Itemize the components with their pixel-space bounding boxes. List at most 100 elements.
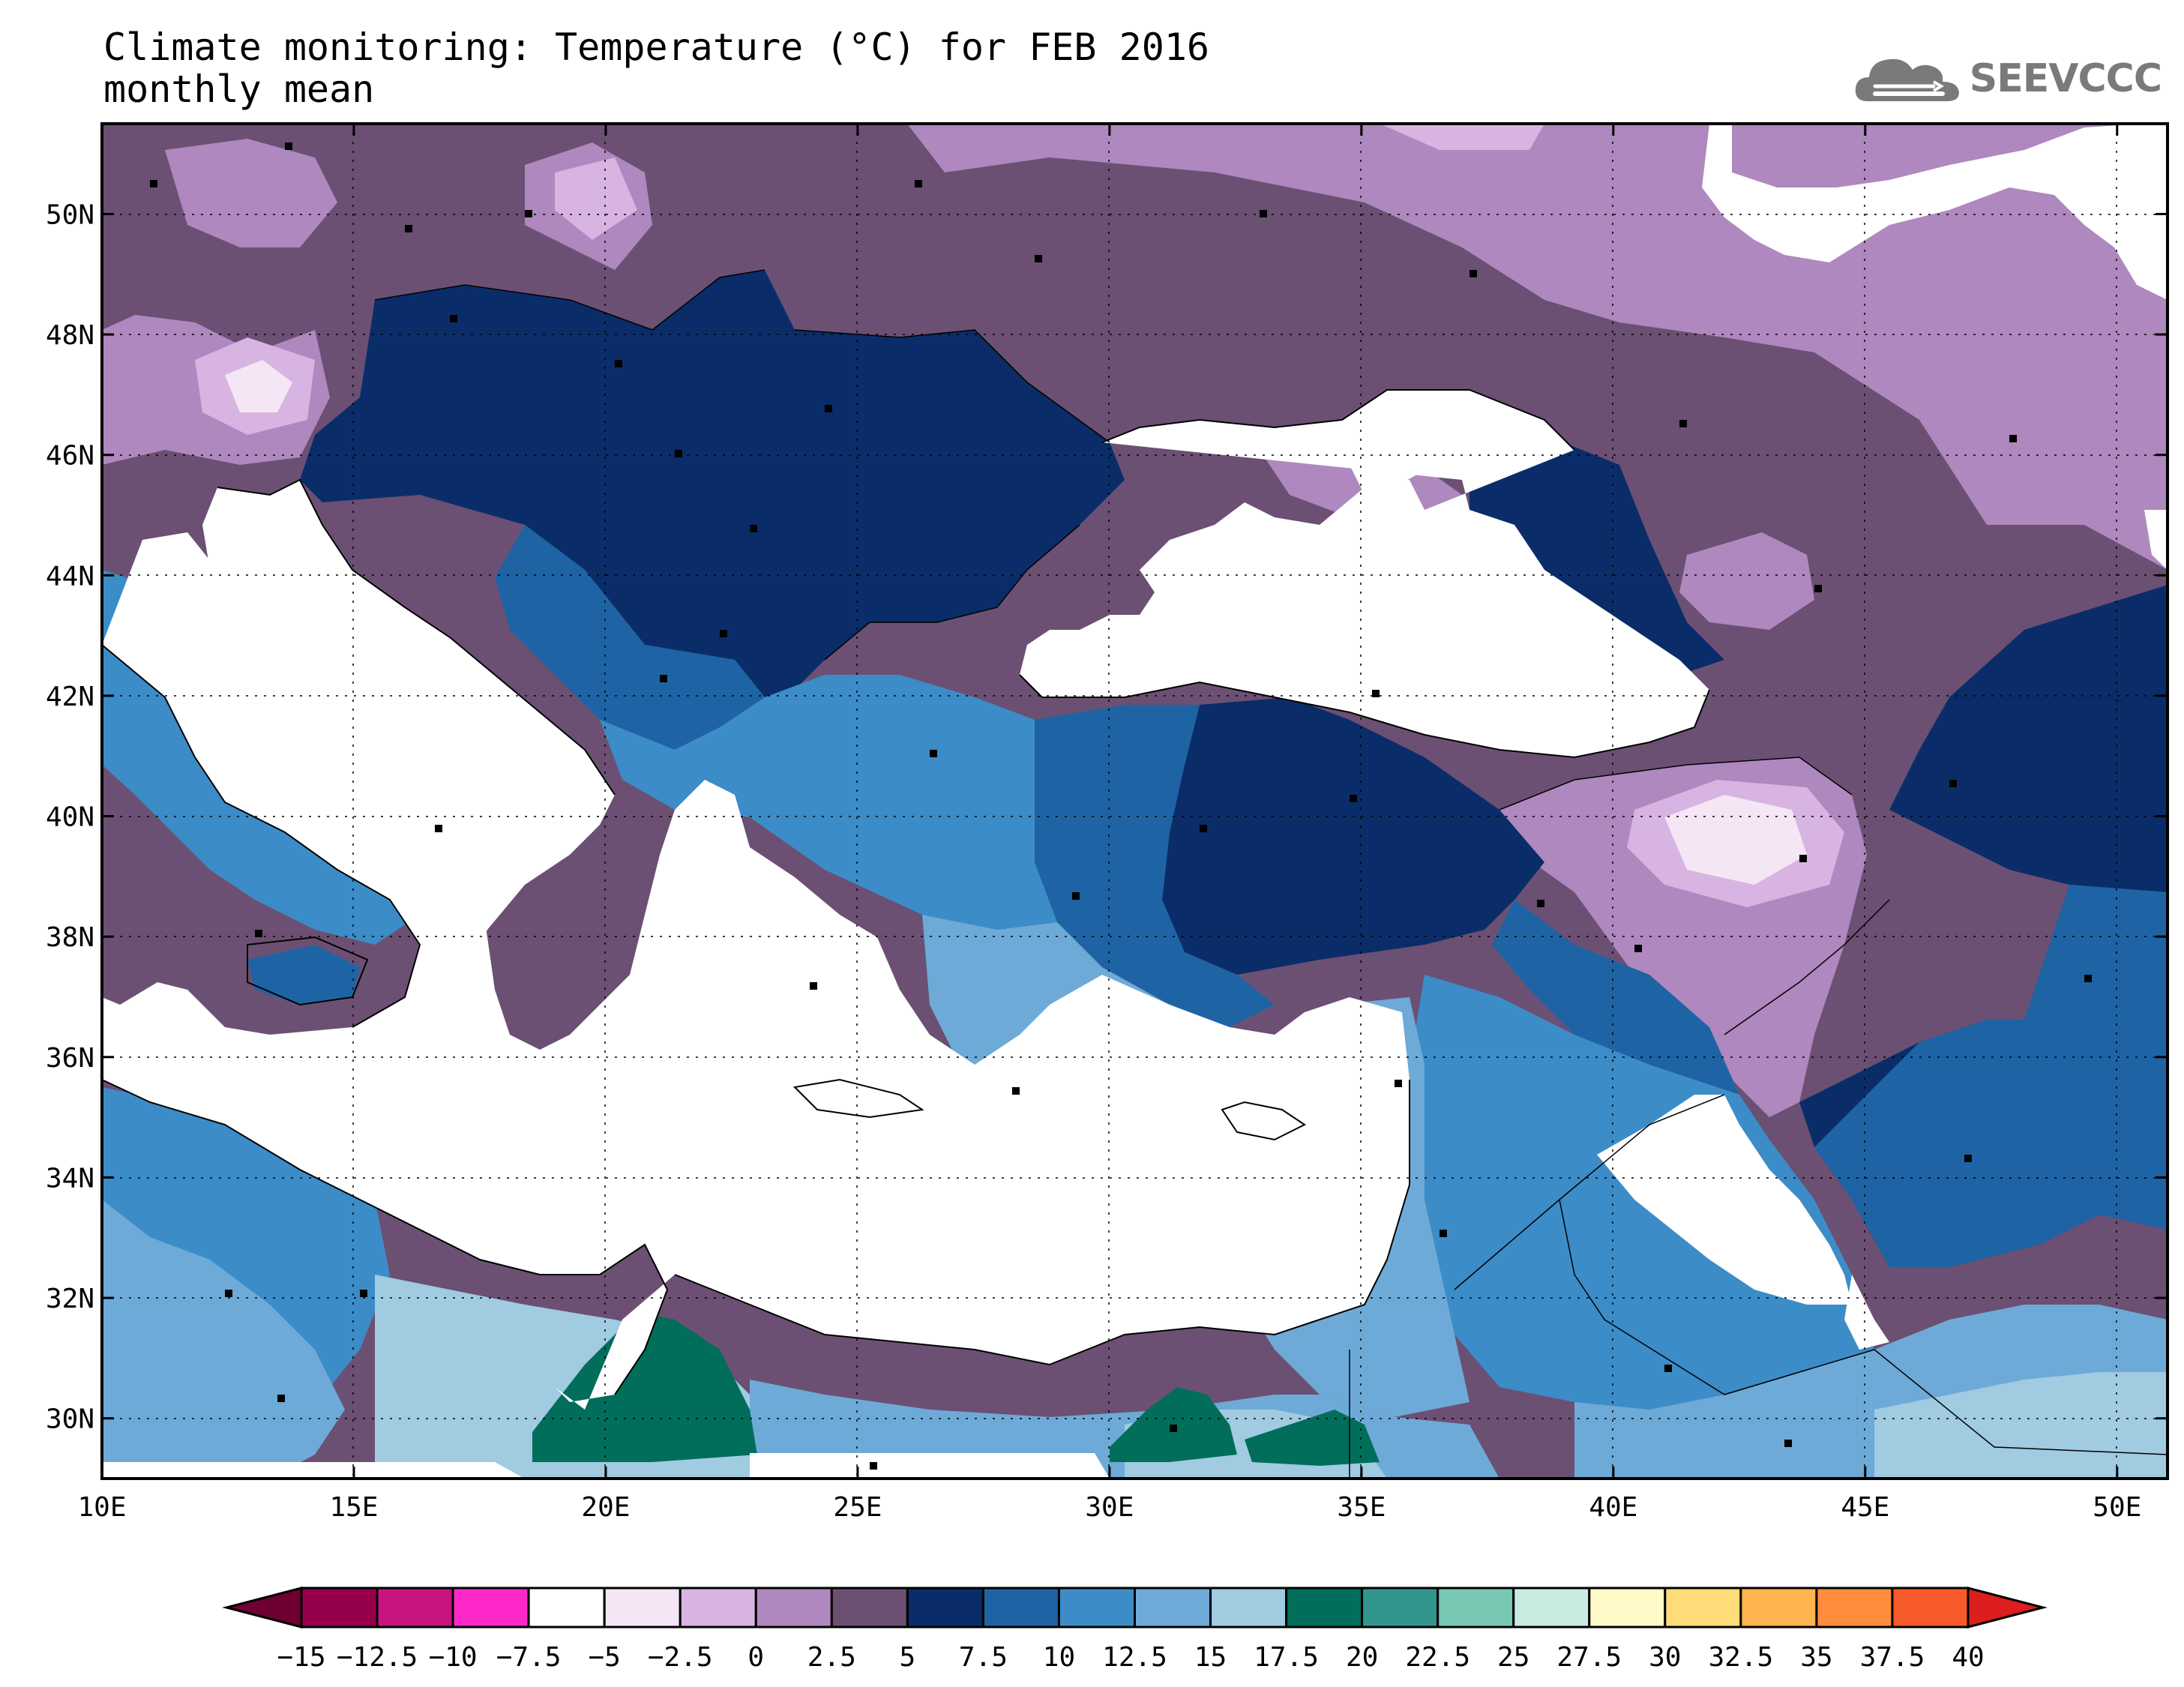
field-neg5-neg2.5-a (1664, 795, 1807, 885)
lat-tick-label: 30N (46, 1404, 94, 1435)
lon-tick-label: 10E (77, 1492, 126, 1523)
field-12.5-15-libya (102, 1200, 345, 1479)
lat-tick-label: 34N (46, 1163, 94, 1194)
lon-tick-label: 20E (581, 1492, 630, 1523)
lat-tick-label: 32N (46, 1284, 94, 1314)
field-7.5-10-anatolia (1035, 705, 1275, 1027)
colorbar-label: 10 (1043, 1642, 1075, 1673)
colorbar-label: −7.5 (496, 1642, 562, 1673)
colorbar-label: 35 (1800, 1642, 1832, 1673)
chart-subtitle: monthly mean (103, 67, 375, 111)
colorbar-label: 15 (1194, 1642, 1227, 1673)
colorbar-swatch (376, 1587, 454, 1629)
colorbar-swatch (754, 1587, 833, 1629)
lon-tick-label: 40E (1589, 1492, 1637, 1523)
lon-tick-label: 30E (1085, 1492, 1134, 1523)
seevccc-logo: SEEVCCC (1853, 45, 2162, 112)
colorbar-label: −10 (429, 1642, 478, 1673)
map-frame (100, 122, 2169, 1480)
colorbar-swatch (679, 1587, 757, 1629)
field-0-2.5-czech (165, 139, 337, 247)
colorbar-swatch (830, 1587, 909, 1629)
cloud-icon (1855, 58, 1959, 101)
colorbar-label: 20 (1346, 1642, 1378, 1673)
colorbar-label: −2.5 (648, 1642, 713, 1673)
field-0-2.5-turkey-east (1679, 532, 1814, 630)
lon-tick-label: 25E (833, 1492, 882, 1523)
no-data-syria (1597, 1095, 1852, 1305)
field-neg5-neg2.5-b (225, 360, 292, 412)
colorbar-label: 30 (1649, 1642, 1681, 1673)
field-7.5-10-east (1492, 900, 1739, 1095)
colorbar-swatch (300, 1587, 379, 1629)
no-data-caspian (2144, 510, 2168, 570)
field-5-7.5-turkey (1162, 697, 1544, 975)
colorbar-label: 25 (1497, 1642, 1529, 1673)
colorbar-swatch (1361, 1587, 1440, 1629)
lon-tick-label: 35E (1337, 1492, 1386, 1523)
colorbar-swatch (1588, 1587, 1667, 1629)
colorbar-swatch (1209, 1587, 1288, 1629)
field-10-12.5-greece (600, 675, 1057, 930)
latitude-ticks: 30N 32N 34N 36N 38N 40N 42N 44N 46N 48N 50N (46, 199, 2168, 1435)
colorbar-label: −15 (277, 1642, 325, 1673)
colorbar-under-triangle (222, 1587, 303, 1629)
lon-tick-label: 45E (1841, 1492, 1889, 1523)
crimea-white (1350, 405, 1469, 495)
lon-tick-label: 15E (329, 1492, 378, 1523)
colorbar-label: 5 (900, 1642, 916, 1673)
colorbar-label: 37.5 (1860, 1642, 1925, 1673)
lat-tick-label: 48N (46, 320, 94, 351)
field-neg2.5-0-c (555, 157, 637, 240)
colorbar-label: 7.5 (959, 1642, 1008, 1673)
field-17.5-20-sinai (1245, 1410, 1380, 1466)
colorbar-label: 22.5 (1405, 1642, 1470, 1673)
adriatic-tyrrhenian-sea (202, 480, 615, 975)
colorbar-label: 12.5 (1102, 1642, 1167, 1673)
no-data-ne (1702, 124, 2168, 300)
graticule (102, 124, 2168, 1479)
colorbar-over-triangle (1967, 1587, 2048, 1629)
colorbar-swatch (1437, 1587, 1515, 1629)
coastlines (102, 389, 1710, 1395)
field-neg2.5-0-e (1380, 124, 1544, 150)
longitude-ticks: 10E 15E 20E 25E 30E 35E 40E 45E 50E (77, 124, 2141, 1523)
colorbar-swatch (1134, 1587, 1212, 1629)
colorbar-label: −5 (589, 1642, 621, 1673)
colorbar-label: −12.5 (337, 1642, 418, 1673)
field-17.5-20-libya (532, 1312, 757, 1462)
no-data-iraq (1844, 1275, 1889, 1350)
colorbar-swatch (1739, 1587, 1818, 1629)
lat-tick-label: 38N (46, 922, 94, 953)
field-5-7.5-caspian (1889, 585, 2168, 892)
field-7.5-10-sicily (247, 945, 360, 1005)
colorbar-swatch (1512, 1587, 1591, 1629)
lon-tick-label: 50E (2093, 1492, 2141, 1523)
colorbar-swatch (1891, 1587, 1970, 1629)
lat-tick-label: 50N (46, 199, 94, 230)
colorbar-swatch (451, 1587, 530, 1629)
colorbar-swatch (1664, 1587, 1742, 1629)
colorbar-swatch (1815, 1587, 1894, 1629)
field-5-7.5-black-sea-east (1469, 435, 1724, 675)
colorbar-label: 17.5 (1254, 1642, 1319, 1673)
colorbar-swatch (1057, 1587, 1137, 1629)
station-markers (150, 142, 2092, 1470)
lat-tick-label: 40N (46, 802, 94, 833)
colorbar-swatch (527, 1587, 606, 1629)
field-7.5-10-balkans (495, 525, 765, 750)
lat-tick-label: 44N (46, 561, 94, 592)
colorbar: −15 −12.5 −10 −7.5 −5 −2.5 0 2.5 5 7.5 10 12.5 15 17.… (222, 1587, 2048, 1673)
field-5-7.5-balkans (300, 270, 1125, 697)
colorbar-swatch (981, 1587, 1060, 1629)
colorbar-label: 40 (1952, 1642, 1984, 1673)
colorbar-swatch (1285, 1587, 1364, 1629)
lat-tick-label: 36N (46, 1043, 94, 1074)
colorbar-label: 32.5 (1709, 1642, 1774, 1673)
colorbar-swatch (906, 1587, 984, 1629)
country-borders (374, 269, 2168, 1479)
colorbar-label: 2.5 (807, 1642, 856, 1673)
colorbar-label: 0 (747, 1642, 764, 1673)
lat-tick-label: 46N (46, 441, 94, 472)
